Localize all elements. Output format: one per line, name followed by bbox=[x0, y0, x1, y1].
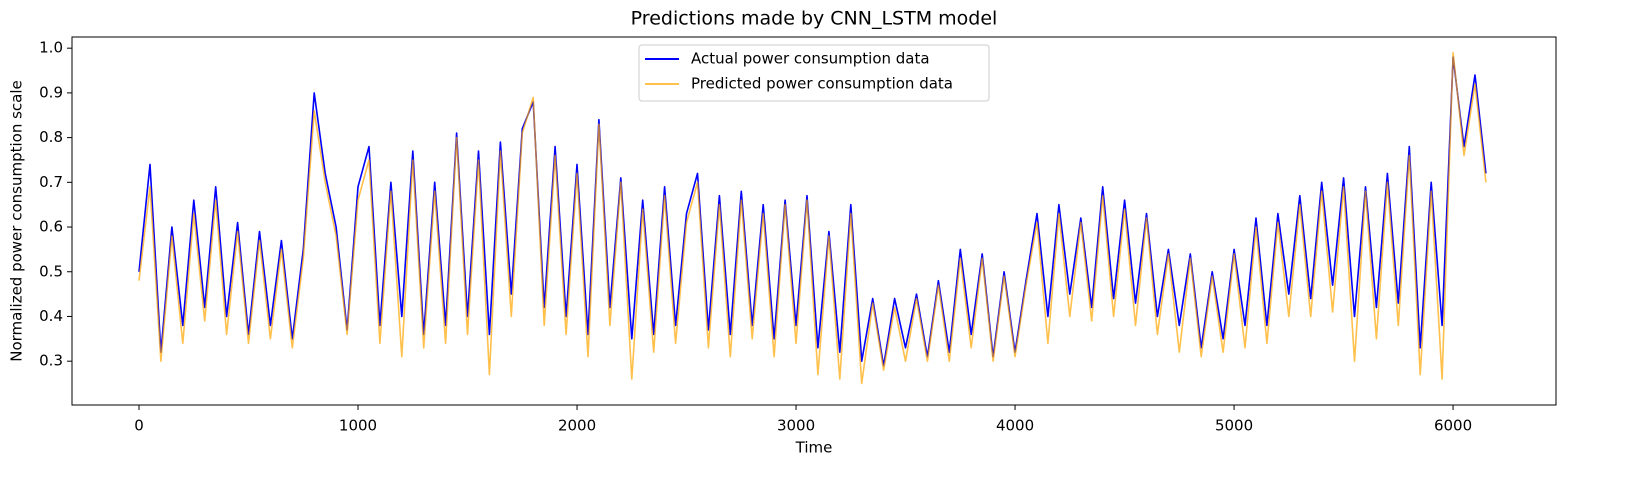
y-tick-label: 0.5 bbox=[39, 262, 63, 280]
legend-box bbox=[638, 44, 990, 102]
data-line bbox=[138, 56, 1487, 367]
x-axis-label: Time bbox=[795, 439, 833, 457]
x-tick-label: 3000 bbox=[777, 417, 815, 435]
legend-label: Predicted power consumption data bbox=[691, 75, 953, 93]
chart-title: Predictions made by CNN_LSTM model bbox=[631, 8, 998, 30]
y-tick-label: 0.3 bbox=[39, 352, 63, 370]
legend-label: Actual power consumption data bbox=[691, 50, 930, 68]
y-tick-label: 0.9 bbox=[39, 83, 63, 101]
x-tick-label: 0 bbox=[134, 417, 144, 435]
plot-frame bbox=[71, 36, 1557, 406]
y-tick-label: 0.7 bbox=[39, 173, 63, 191]
x-tick-label: 4000 bbox=[996, 417, 1034, 435]
data-line bbox=[138, 51, 1487, 385]
y-tick-label: 1.0 bbox=[39, 39, 63, 57]
legend: Actual power consumption data Predicted p… bbox=[638, 44, 990, 102]
x-tick-label: 6000 bbox=[1434, 417, 1472, 435]
x-tick-label: 1000 bbox=[339, 417, 377, 435]
y-tick-label: 0.4 bbox=[39, 307, 63, 325]
x-tick-label: 5000 bbox=[1215, 417, 1253, 435]
y-axis-label: Normalized power consumption scale bbox=[8, 80, 26, 362]
x-tick-label: 2000 bbox=[558, 417, 596, 435]
y-tick-label: 0.6 bbox=[39, 218, 63, 236]
y-tick-label: 0.8 bbox=[39, 128, 63, 146]
